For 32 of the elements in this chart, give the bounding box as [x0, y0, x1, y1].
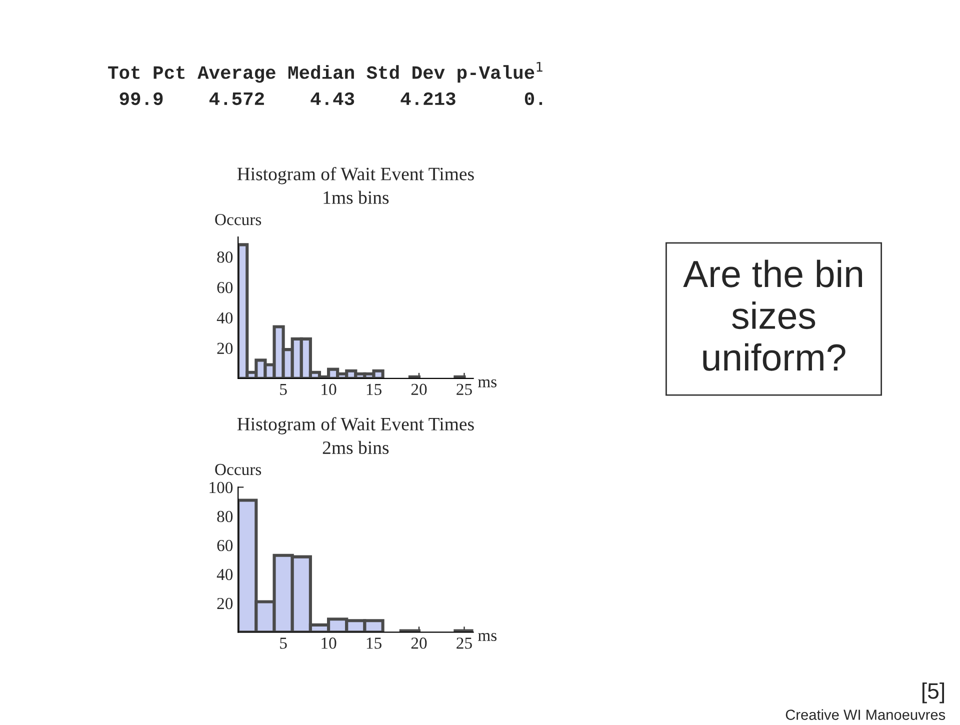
text: 99.9 4.572 4.43 4.213 0. — [120, 92, 542, 106]
text: Creative WI Manoeuvres — [786, 709, 946, 720]
chart-subtitle: 1ms bins — [324, 190, 389, 204]
y-tick-label: 40 — [216, 568, 233, 580]
x-tick-label: 20 — [411, 638, 427, 649]
text: Are the bin sizes uniform? — [683, 260, 862, 371]
y-tick-label: 80 — [217, 252, 233, 263]
x-tick-label: 25 — [456, 384, 472, 396]
y-tick-label: 100 — [210, 482, 233, 494]
y-tick-label: 40 — [216, 312, 233, 324]
chart-title: Histogram of Wait Event Times — [237, 166, 474, 184]
y-axis-title: Occurs — [215, 214, 262, 226]
y-tick-label: 80 — [217, 510, 233, 522]
text: [5] — [922, 682, 944, 704]
x-tick-label: 25 — [456, 638, 472, 649]
y-axis-title: Occurs — [215, 464, 262, 476]
x-tick-label: 5 — [280, 638, 287, 649]
chart-title: Histogram of Wait Event Times — [237, 417, 474, 434]
x-axis-title: ms — [478, 379, 497, 388]
y-tick-label: 20 — [217, 598, 233, 610]
x-tick-label: 10 — [322, 384, 336, 396]
x-tick-label: 15 — [366, 638, 382, 649]
y-tick-label: 20 — [217, 342, 233, 354]
chart-subtitle: 2ms bins — [322, 440, 389, 454]
x-tick-label: 10 — [322, 638, 336, 649]
y-tick-label: 60 — [217, 282, 233, 294]
y-tick-label: 60 — [217, 540, 233, 552]
x-axis-title: ms — [478, 633, 497, 642]
x-tick-label: 5 — [280, 384, 287, 396]
text: Tot Pct Average Median Std Dev p-Value$^{1}$ — [108, 62, 542, 83]
x-tick-label: 15 — [366, 384, 382, 396]
x-tick-label: 20 — [411, 384, 427, 396]
